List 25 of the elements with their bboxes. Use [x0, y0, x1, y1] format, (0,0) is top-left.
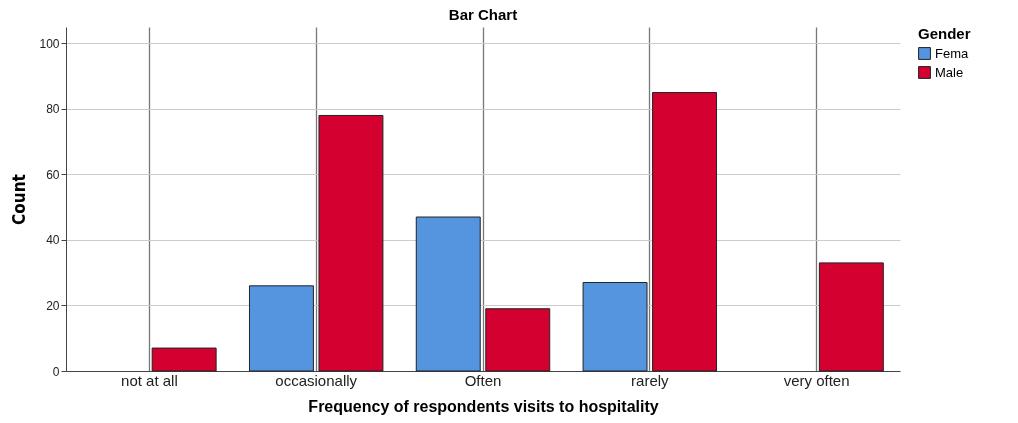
x-tick-label: very often: [783, 371, 850, 389]
x-axis-title: Frequency of respondents visits to hospitality: [308, 397, 659, 415]
y-tick-label: 80: [46, 102, 60, 117]
x-tick-label: occasionally: [275, 371, 358, 389]
bar: [248, 285, 314, 372]
x-tick-label: rarely: [631, 371, 670, 389]
chart-title: Bar Chart: [448, 6, 518, 23]
legend-label: Fema: [935, 45, 969, 61]
y-tick-label: 20: [46, 298, 60, 313]
y-tick-label: 60: [46, 167, 60, 182]
y-tick-label: 0: [52, 364, 60, 379]
bar: [318, 114, 384, 372]
legend-label: Male: [935, 64, 964, 80]
x-tick-label: Often: [464, 371, 502, 389]
x-tick-label: not at all: [121, 371, 178, 389]
y-axis-title: Count: [9, 174, 30, 225]
y-tick-label: 100: [39, 36, 60, 51]
bar: [818, 262, 884, 372]
bar: [415, 216, 481, 372]
bar: [485, 308, 551, 372]
bar: [652, 92, 718, 372]
bar: [151, 347, 217, 372]
legend-title: Gender: [918, 25, 971, 42]
y-tick-label: 40: [46, 233, 60, 248]
bar: [582, 282, 648, 372]
